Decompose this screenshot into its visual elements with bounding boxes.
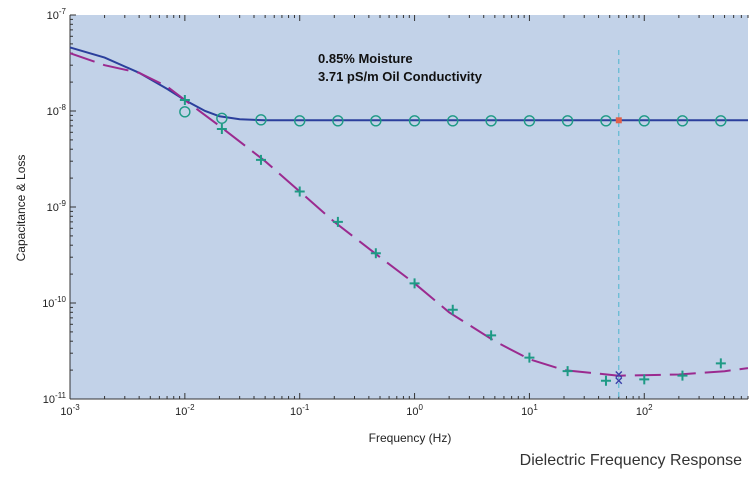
circle-marker bbox=[332, 115, 344, 127]
x-axis-title: Frequency (Hz) bbox=[369, 431, 452, 445]
plus-marker bbox=[639, 374, 650, 385]
circle-marker bbox=[638, 115, 650, 127]
plus-marker bbox=[216, 123, 227, 134]
circle-marker bbox=[179, 106, 191, 118]
annotation-moisture: 0.85% Moisture bbox=[318, 51, 413, 66]
y-tick-label: 10-8 bbox=[47, 103, 67, 118]
highlight-marker bbox=[615, 117, 622, 124]
plus-marker bbox=[486, 330, 497, 341]
plus-marker bbox=[715, 358, 726, 369]
x-tick-label: 100 bbox=[406, 403, 423, 418]
plot-background bbox=[70, 15, 748, 399]
circle-marker bbox=[600, 115, 612, 127]
x-tick-label: 102 bbox=[636, 403, 653, 418]
y-tick-label: 10-7 bbox=[47, 7, 67, 22]
x-tick-label: 10-2 bbox=[175, 403, 195, 418]
plus-marker bbox=[255, 154, 266, 165]
circle-marker bbox=[523, 115, 536, 127]
circle-marker bbox=[485, 115, 497, 127]
tick-labels: 10-3 10-2 10-1 100 101 102 10-11 10-10 10-9 10-8 1… bbox=[42, 7, 653, 418]
plus-marker bbox=[677, 370, 688, 381]
plus-marker bbox=[370, 248, 381, 259]
plot-area bbox=[69, 15, 748, 400]
plus-marker bbox=[409, 278, 420, 289]
circle-marker bbox=[561, 115, 574, 127]
x-marker bbox=[615, 377, 623, 385]
plus-marker bbox=[332, 216, 343, 227]
circle-marker bbox=[408, 115, 421, 127]
axis-ticks bbox=[69, 14, 749, 400]
circle-marker bbox=[447, 115, 459, 127]
plus-marker bbox=[447, 304, 458, 315]
annotation-conductivity: 3.71 pS/m Oil Conductivity bbox=[318, 69, 483, 84]
x-tick-label: 10-3 bbox=[60, 403, 80, 418]
y-tick-label: 10-10 bbox=[42, 295, 66, 310]
series-layer bbox=[69, 46, 749, 399]
y-axis-title: Capacitance & Loss bbox=[14, 155, 28, 262]
chart-caption: Dielectric Frequency Response bbox=[519, 452, 742, 469]
y-tick-label: 10-11 bbox=[43, 391, 67, 406]
circle-marker bbox=[676, 115, 689, 127]
plus-marker bbox=[600, 375, 611, 386]
plus-marker bbox=[179, 95, 190, 106]
x-marker bbox=[615, 370, 623, 378]
plus-marker bbox=[294, 186, 305, 197]
x-tick-label: 101 bbox=[521, 403, 538, 418]
circle-marker bbox=[370, 115, 382, 127]
circle-marker bbox=[216, 112, 228, 124]
y-tick-label: 10-9 bbox=[47, 199, 67, 214]
plus-marker bbox=[524, 352, 535, 363]
circle-marker bbox=[255, 114, 267, 126]
circle-marker bbox=[715, 115, 727, 127]
plus-marker bbox=[562, 366, 573, 377]
x-tick-label: 10-1 bbox=[290, 403, 310, 418]
loss-dashed-line bbox=[69, 52, 749, 377]
circle-marker bbox=[294, 115, 306, 127]
